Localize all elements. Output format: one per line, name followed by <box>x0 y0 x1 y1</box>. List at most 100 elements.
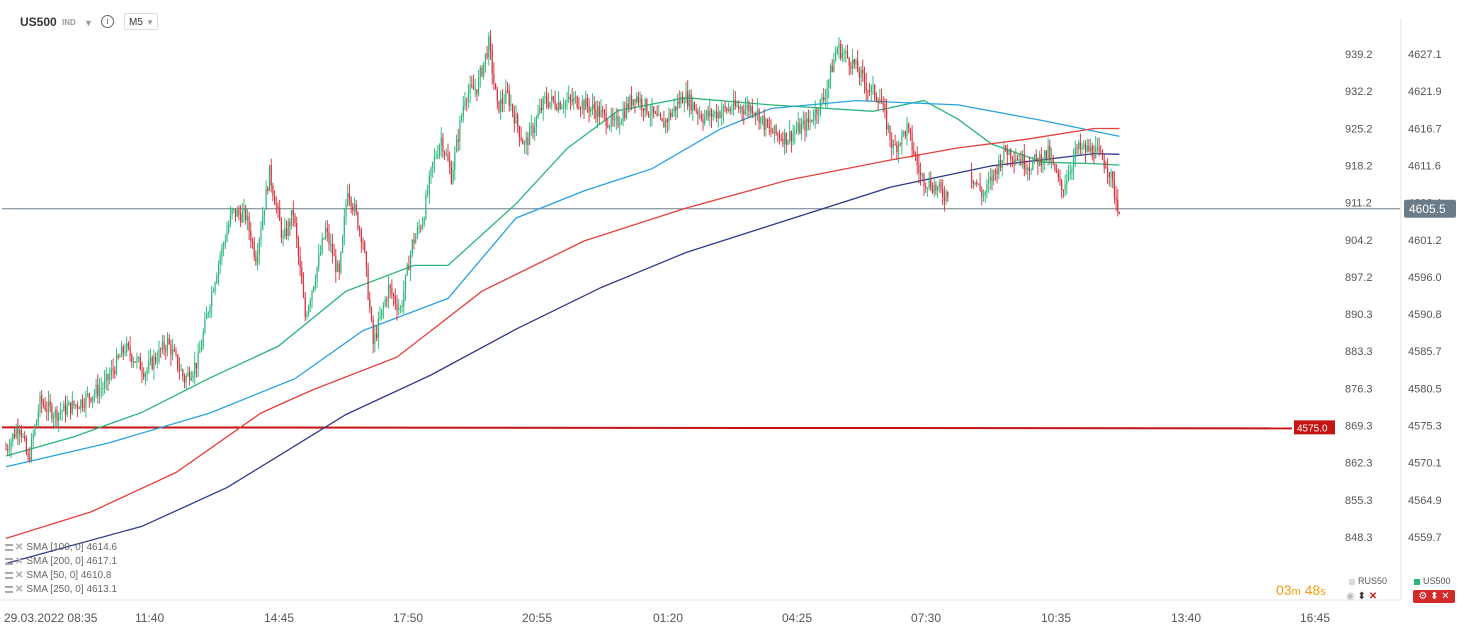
y-tick-label: 4627.1 <box>1408 49 1442 61</box>
reorder-icon[interactable]: ⬍ <box>1430 591 1439 602</box>
candle-body <box>761 115 764 117</box>
candle-body <box>189 372 191 381</box>
legend-item[interactable]: ✕ SMA [100, 0] 4614.6 <box>5 541 117 555</box>
candle-body <box>199 350 201 353</box>
close-icon[interactable]: ✕ <box>15 570 24 581</box>
candle-body <box>789 131 791 141</box>
legend-item[interactable]: ✕ SMA [50, 0] 4610.8 <box>5 569 117 583</box>
candle-body <box>401 305 403 308</box>
close-icon[interactable]: ✕ <box>1368 591 1378 602</box>
candle-body <box>265 188 267 211</box>
candle-body <box>984 191 986 196</box>
candle-body <box>297 238 299 256</box>
close-icon[interactable]: ✕ <box>15 584 24 595</box>
candle-body <box>202 332 204 347</box>
x-tick-label: 13:40 <box>1171 611 1201 625</box>
candle-body <box>903 131 905 133</box>
candle-body <box>7 449 9 451</box>
candle-body <box>736 106 738 108</box>
candle-body <box>574 96 577 98</box>
legend-item[interactable]: ✕ SMA [200, 0] 4617.1 <box>5 555 117 569</box>
candle-body <box>87 393 89 395</box>
legend-name: SMA [100, 0] <box>26 542 84 553</box>
candle-body <box>455 139 458 152</box>
candle-body <box>98 388 101 396</box>
candle-body <box>1027 167 1029 171</box>
candle-body <box>387 285 390 301</box>
settings-icon[interactable] <box>5 585 13 593</box>
y-tick-label: 4575.3 <box>1408 421 1442 433</box>
candle-body <box>270 165 272 186</box>
candle-body <box>206 314 208 319</box>
close-icon[interactable]: ✕ <box>15 542 24 553</box>
settings-icon[interactable] <box>5 543 13 551</box>
candle-body <box>112 368 114 371</box>
candle-body <box>85 394 87 408</box>
symbol-label[interactable]: US500 <box>20 15 57 29</box>
candle-body <box>136 357 138 363</box>
settings-icon[interactable] <box>5 571 13 579</box>
candle-body <box>787 140 789 145</box>
close-icon[interactable]: ✕ <box>15 556 24 567</box>
candle-body <box>680 96 682 105</box>
eye-icon[interactable]: ◉ <box>1346 591 1355 602</box>
candle-body <box>377 318 379 339</box>
candle-body <box>717 112 719 119</box>
candle-body <box>1101 151 1104 160</box>
candle-body <box>425 194 427 219</box>
price-level-line[interactable] <box>1 426 1293 430</box>
candle-body <box>768 126 770 129</box>
candle-body <box>1016 159 1019 161</box>
price-level-tag[interactable] <box>1294 420 1335 435</box>
y-tick-label: 862.3 <box>1345 458 1373 470</box>
candle-body <box>173 349 175 352</box>
candle-body <box>920 172 922 175</box>
timeframe-select[interactable]: M5 ▼ <box>124 13 158 30</box>
close-icon[interactable]: ✕ <box>1441 591 1450 602</box>
candle-body <box>607 126 609 128</box>
sma-line[interactable] <box>5 127 1120 540</box>
candle-body <box>393 294 395 297</box>
candle-body <box>870 86 872 92</box>
rus50-controls: ◉ ⬍ ✕ <box>1346 590 1377 603</box>
candle-body <box>773 125 775 134</box>
candle-body <box>707 111 709 117</box>
y-tick-label: 855.3 <box>1345 495 1373 507</box>
candle-body <box>498 100 500 112</box>
reorder-icon[interactable]: ⬍ <box>1357 591 1366 602</box>
main-instrument-us500[interactable]: US500 <box>1414 576 1451 586</box>
candle-body <box>39 395 41 413</box>
candle-body <box>36 420 38 426</box>
candle-body <box>333 255 335 257</box>
candle-body <box>765 119 767 130</box>
settings-icon[interactable]: ⚙ <box>1418 591 1428 602</box>
candle-body <box>1006 150 1008 156</box>
candle-body <box>1045 150 1047 158</box>
candle-body <box>556 107 558 110</box>
settings-icon[interactable] <box>5 557 13 565</box>
y-tick-label: 4559.7 <box>1408 532 1442 544</box>
sma-line[interactable] <box>5 99 1120 468</box>
candle-body <box>182 370 184 377</box>
candle-body <box>229 214 231 225</box>
legend-item[interactable]: ✕ SMA [250, 0] 4613.1 <box>5 583 117 597</box>
candle-body <box>381 309 383 317</box>
sma-line[interactable] <box>5 152 1120 565</box>
compare-instrument-rus50[interactable]: RUS50 <box>1349 576 1387 586</box>
info-icon[interactable]: i <box>101 15 114 28</box>
candle-body <box>160 348 162 350</box>
candle-body <box>372 320 374 345</box>
candle-body <box>19 429 21 435</box>
chevron-down-icon[interactable]: ▼ <box>84 18 93 28</box>
candle-body <box>923 174 925 187</box>
y-tick-label: 4590.8 <box>1408 309 1442 321</box>
candle-body <box>13 433 16 438</box>
y-tick-label: 925.2 <box>1345 123 1373 135</box>
candle-body <box>144 373 146 377</box>
candle-body <box>47 401 50 411</box>
candle-body <box>343 217 345 237</box>
sma-line[interactable] <box>5 97 1120 457</box>
candle-body <box>654 112 656 114</box>
candle-body <box>114 370 116 374</box>
